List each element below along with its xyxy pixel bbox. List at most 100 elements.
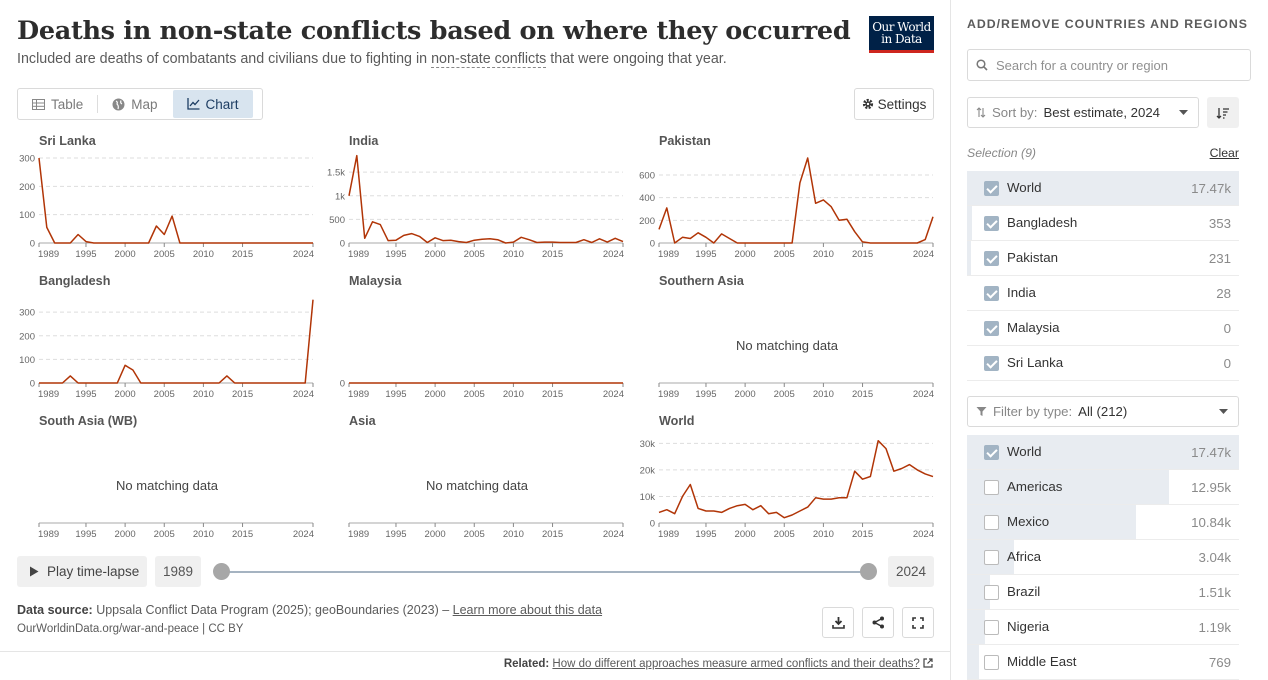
panel-title: Pakistan (659, 134, 711, 148)
clear-selection-button[interactable]: Clear (1209, 146, 1239, 160)
entity-checkbox[interactable] (984, 515, 999, 530)
panel-title: Bangladesh (39, 274, 111, 288)
chart-panel-south-asia-wb[interactable]: South Asia (WB) 1989 1995 2000 2005 2010 2015 2… (17, 414, 317, 540)
sort-dropdown[interactable]: Sort by: Best estimate, 2024 (967, 97, 1199, 128)
x-tick-label: 1989 (38, 249, 59, 260)
entity-row[interactable]: Americas 12.95k (967, 470, 1239, 505)
entity-checkbox[interactable] (984, 445, 999, 460)
entity-checkbox[interactable] (984, 251, 999, 266)
entity-checkbox[interactable] (984, 321, 999, 336)
logo-line-2: in Data (881, 32, 922, 46)
entity-checkbox[interactable] (984, 286, 999, 301)
entity-checkbox[interactable] (984, 620, 999, 635)
entity-row[interactable]: Mexico 10.84k (967, 505, 1239, 540)
entity-row[interactable]: Sri Lanka 0 (967, 346, 1239, 381)
chart-title: Deaths in non-state conflicts based on w… (17, 16, 851, 46)
chart-panel-india[interactable]: India 0 500 1k 1.5k 1989 1995 2000 2005 2010 2015 2… (327, 134, 627, 260)
selection-count: Selection (9) (967, 146, 1037, 160)
tab-table[interactable]: Table (18, 89, 97, 119)
entity-checkbox[interactable] (984, 216, 999, 231)
filter-label: Filter by type: (993, 404, 1073, 419)
x-tick-label: 2010 (193, 249, 214, 260)
timeline-track[interactable] (220, 571, 868, 573)
entity-row[interactable]: Middle East 769 (967, 645, 1239, 680)
entity-checkbox[interactable] (984, 181, 999, 196)
end-year-box[interactable]: 2024 (888, 556, 934, 587)
search-box[interactable] (967, 49, 1251, 81)
owid-logo[interactable]: Our World in Data (869, 16, 934, 53)
chart-panel-malaysia[interactable]: Malaysia 0 1989 1995 2000 2005 2010 2015 2024 (327, 274, 627, 401)
x-tick-label: 2015 (852, 389, 873, 400)
sort-order-button[interactable] (1207, 97, 1239, 128)
entity-row[interactable]: World 17.47k (967, 171, 1239, 206)
entity-row[interactable]: Pakistan 231 (967, 241, 1239, 276)
y-tick-label: 200 (19, 182, 35, 193)
x-tick-label: 2024 (603, 529, 624, 540)
entity-value: 28 (1216, 286, 1231, 301)
x-tick-label: 2010 (193, 529, 214, 540)
x-tick-label: 2005 (464, 249, 485, 260)
entity-row[interactable]: Bangladesh 353 (967, 206, 1239, 241)
subtitle-text-end: that were ongoing that year. (546, 51, 727, 67)
entity-row[interactable]: Brazil 1.51k (967, 575, 1239, 610)
x-tick-label: 2015 (542, 249, 563, 260)
tab-chart-label: Chart (205, 96, 239, 112)
source-text: Uppsala Conflict Data Program (2025); ge… (92, 603, 453, 617)
x-tick-label: 1995 (695, 249, 716, 260)
x-tick-label: 1995 (385, 389, 406, 400)
x-tick-label: 2000 (425, 389, 446, 400)
chart-panel-sri-lanka[interactable]: Sri Lanka 0 100 200 300 1989 1995 2000 2005 2010 2… (17, 134, 317, 260)
entity-checkbox[interactable] (984, 480, 999, 495)
panel-title: Southern Asia (659, 274, 744, 288)
timeline-end-handle[interactable] (860, 563, 877, 580)
y-tick-label: 300 (19, 308, 35, 319)
entity-row[interactable]: India 28 (967, 276, 1239, 311)
play-timelapse-button[interactable]: Play time-lapse (17, 556, 147, 587)
y-tick-label: 0 (650, 239, 655, 250)
y-tick-label: 400 (639, 193, 655, 204)
entity-value: 353 (1208, 216, 1231, 231)
timeline-start-handle[interactable] (213, 563, 230, 580)
chevron-down-icon (1179, 110, 1188, 115)
entity-checkbox[interactable] (984, 585, 999, 600)
chart-panel-pakistan[interactable]: Pakistan 0 200 400 600 1989 1995 2000 2005 2010 20… (637, 134, 937, 260)
chart-panel-asia[interactable]: Asia 1989 1995 2000 2005 2010 2015 2024 No match… (327, 414, 627, 540)
external-link-icon (923, 658, 933, 668)
tab-map[interactable]: Map (98, 89, 171, 119)
chevron-down-icon (1219, 409, 1228, 414)
entity-value: 0 (1223, 321, 1231, 336)
learn-more-link[interactable]: Learn more about this data (452, 603, 603, 617)
data-source: Data source: Uppsala Conflict Data Progr… (17, 603, 602, 617)
x-tick-label: 2000 (115, 249, 136, 260)
download-button[interactable] (822, 607, 854, 638)
tab-chart[interactable]: Chart (172, 90, 253, 118)
value-bar (967, 575, 991, 609)
entity-checkbox[interactable] (984, 356, 999, 371)
x-tick-label: 2010 (813, 389, 834, 400)
value-bar (967, 241, 971, 275)
settings-button[interactable]: Settings (854, 88, 934, 120)
entity-checkbox[interactable] (984, 550, 999, 565)
x-tick-label: 2000 (115, 529, 136, 540)
start-year-box[interactable]: 1989 (155, 556, 201, 587)
entity-checkbox[interactable] (984, 655, 999, 670)
chart-line-icon (186, 98, 200, 110)
entity-row[interactable]: World 17.47k (967, 435, 1239, 470)
entity-row[interactable]: Africa 3.04k (967, 540, 1239, 575)
chart-panel-bangladesh[interactable]: Bangladesh 0 100 200 300 1989 1995 2000 2005 2010… (17, 274, 317, 400)
search-input[interactable] (996, 57, 1236, 73)
non-state-conflicts-link[interactable]: non-state conflicts (431, 51, 547, 68)
entity-row[interactable]: Malaysia 0 (967, 311, 1239, 346)
chart-panel-world[interactable]: World 0 10k 20k 30k 1989 1995 2000 2005 2010 2015 2… (637, 414, 937, 540)
related-link[interactable]: How do different approaches measure arme… (552, 658, 920, 670)
share-button[interactable] (862, 607, 894, 638)
fullscreen-button[interactable] (902, 607, 934, 638)
value-bar (967, 171, 1239, 205)
entity-name: Sri Lanka (1007, 355, 1064, 370)
entity-row[interactable]: Nigeria 1.19k (967, 610, 1239, 645)
x-tick-label: 2005 (774, 529, 795, 540)
x-tick-label: 2000 (735, 529, 756, 540)
filter-dropdown[interactable]: Filter by type: All (212) (967, 396, 1239, 427)
chart-panel-southern-asia[interactable]: Southern Asia 1989 1995 2000 2005 2010 2015 202… (637, 274, 937, 400)
